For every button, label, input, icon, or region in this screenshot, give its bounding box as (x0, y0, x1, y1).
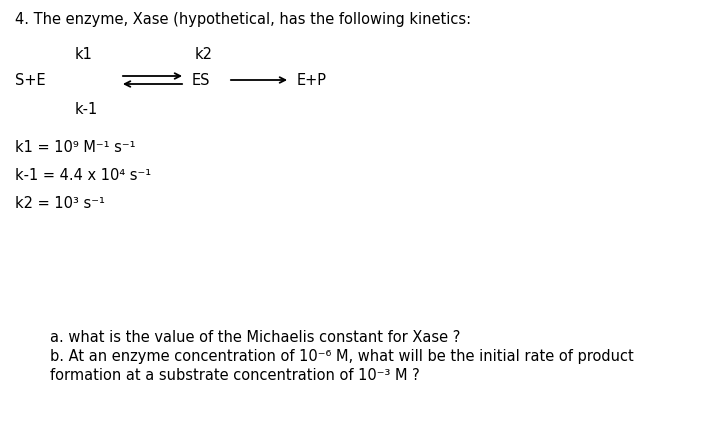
Text: b. At an enzyme concentration of 10⁻⁶ M, what will be the initial rate of produc: b. At an enzyme concentration of 10⁻⁶ M,… (50, 349, 634, 364)
Text: k1 = 10⁹ M⁻¹ s⁻¹: k1 = 10⁹ M⁻¹ s⁻¹ (15, 140, 135, 155)
Text: 4. The enzyme, Xase (hypothetical, has the following kinetics:: 4. The enzyme, Xase (hypothetical, has t… (15, 12, 471, 27)
Text: k2 = 10³ s⁻¹: k2 = 10³ s⁻¹ (15, 196, 105, 211)
Text: a. what is the value of the Michaelis constant for Xase ?: a. what is the value of the Michaelis co… (50, 330, 461, 345)
Text: ES: ES (192, 73, 210, 88)
Text: k2: k2 (195, 47, 213, 62)
Text: S+E: S+E (15, 73, 46, 88)
Text: E+P: E+P (297, 73, 327, 88)
Text: formation at a substrate concentration of 10⁻³ M ?: formation at a substrate concentration o… (50, 368, 420, 383)
Text: k-1: k-1 (75, 102, 98, 117)
Text: k1: k1 (75, 47, 93, 62)
Text: k-1 = 4.4 x 10⁴ s⁻¹: k-1 = 4.4 x 10⁴ s⁻¹ (15, 168, 151, 183)
